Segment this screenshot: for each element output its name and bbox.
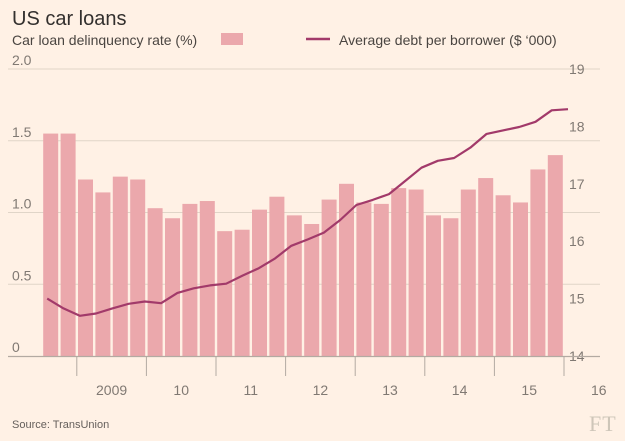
bar (304, 223, 320, 356)
bars (43, 133, 563, 356)
bar (478, 178, 494, 356)
bar (112, 176, 128, 356)
left-tick-label: 1.0 (12, 196, 32, 212)
bar (217, 231, 233, 356)
left-tick-label: 0.5 (12, 267, 32, 283)
bar (321, 199, 337, 356)
x-tick-label: 14 (452, 382, 468, 398)
x-axis: 2009 10 11 12 13 14 15 16 (8, 355, 607, 398)
ft-logo: FT (589, 411, 617, 436)
x-tick-label: 13 (382, 382, 398, 398)
x-tick-label: 10 (173, 382, 189, 398)
legend-label-bars: Car loan delinquency rate (%) (12, 32, 197, 48)
x-tick-label: 16 (591, 382, 607, 398)
line-debt-per-borrower (46, 108, 569, 317)
bar (286, 215, 302, 356)
bar (43, 133, 59, 356)
legend-swatch-bars (221, 33, 243, 45)
bar (95, 192, 111, 356)
bar (234, 229, 250, 356)
bar (391, 188, 407, 356)
bar (373, 203, 389, 356)
bar (460, 189, 476, 356)
bar (426, 215, 441, 356)
bar (78, 179, 93, 356)
bar (269, 196, 285, 356)
left-tick-label: 2.0 (12, 52, 32, 68)
bar (356, 202, 372, 356)
right-tick-label: 16 (569, 233, 585, 249)
bar (147, 208, 163, 356)
left-axis: 0 0.5 1.0 1.5 2.0 (12, 52, 32, 355)
right-tick-label: 19 (569, 61, 585, 77)
bar (182, 203, 198, 356)
bar (252, 209, 267, 356)
left-tick-label: 1.5 (12, 124, 32, 140)
x-tick-label: 2009 (96, 382, 127, 398)
source-note: Source: TransUnion (12, 419, 109, 431)
bar (60, 133, 76, 356)
bar (165, 218, 180, 356)
bar (513, 202, 528, 356)
left-tick-label: 0 (12, 339, 20, 355)
x-tick-label: 15 (521, 382, 537, 398)
bar (530, 169, 546, 356)
legend: Car loan delinquency rate (%) Average de… (12, 32, 557, 48)
x-tick-label: 11 (244, 382, 259, 398)
right-tick-label: 17 (569, 176, 585, 192)
x-tick-label: 12 (313, 382, 329, 398)
bar (495, 195, 511, 356)
chart-title: US car loans (12, 8, 127, 30)
bar (547, 155, 563, 356)
bar (339, 183, 354, 356)
bar (130, 179, 146, 356)
legend-label-line: Average debt per borrower ($ ‘000) (339, 32, 557, 48)
right-tick-label: 18 (569, 118, 585, 134)
line-series (46, 108, 569, 317)
bar (443, 218, 459, 356)
right-tick-label: 15 (569, 291, 585, 307)
bar (408, 189, 424, 356)
bar (199, 201, 215, 356)
